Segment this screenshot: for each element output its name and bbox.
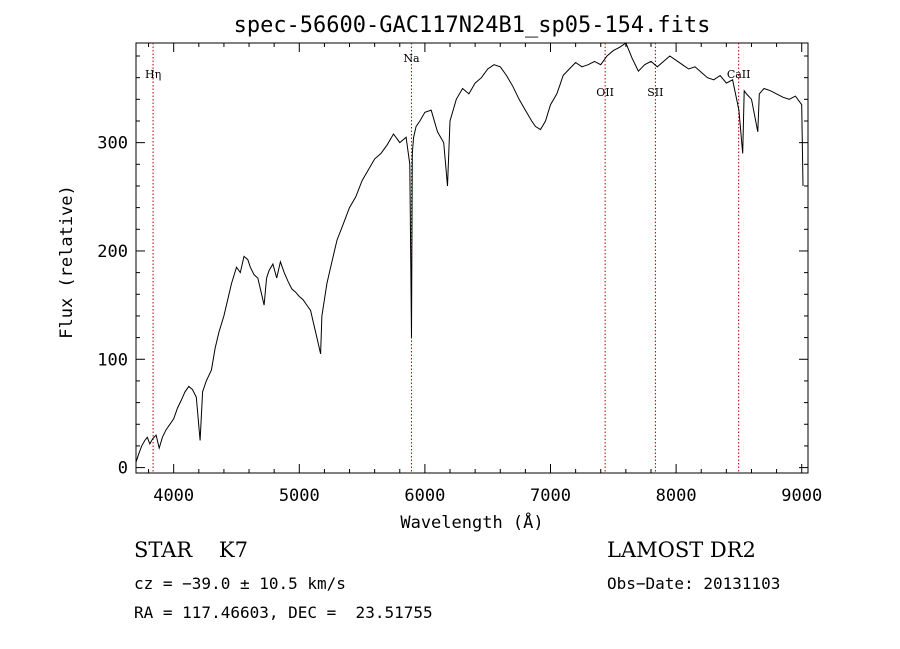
x-tick-label: 7000 [530, 486, 571, 506]
spectral-line-label: Na [403, 52, 420, 65]
spectral-line-label: Hη [145, 68, 161, 81]
plot-area: 4000 5000 6000 7000 8000 9000 0 100 200 300 Hη Na OI… [97, 42, 822, 506]
object-class: STAR K7 [134, 538, 248, 562]
y-axis-label: Flux (relative) [57, 185, 77, 339]
x-tick-label: 6000 [404, 486, 445, 506]
redshift-cz: cz = −39.0 ± 10.5 km/s [134, 574, 346, 593]
x-tick-label: 5000 [279, 486, 320, 506]
y-tick-label: 300 [97, 134, 128, 154]
coordinates: RA = 117.46603, DEC = 23.51755 [134, 603, 433, 622]
x-tick-label: 9000 [781, 486, 822, 506]
survey-name: LAMOST DR2 [607, 538, 756, 562]
plot-frame [135, 42, 809, 474]
spectrum-chart: spec-56600-GAC117N24B1_sp05-154.fits 400… [57, 13, 822, 533]
chart-title: spec-56600-GAC117N24B1_sp05-154.fits [234, 13, 711, 38]
obs-date: Obs−Date: 20131103 [607, 574, 781, 593]
spectral-line-label: OII [596, 86, 614, 99]
x-tick-label: 4000 [153, 486, 194, 506]
y-tick-label: 200 [97, 242, 128, 262]
spectrum-line [135, 42, 804, 463]
spectral-line-label: SII [647, 86, 663, 99]
x-tick-label: 8000 [656, 486, 697, 506]
x-axis-label: Wavelength (Å) [400, 511, 543, 533]
y-tick-label: 0 [118, 459, 128, 479]
spectral-line-label: CaII [727, 68, 751, 81]
y-tick-label: 100 [97, 350, 128, 370]
